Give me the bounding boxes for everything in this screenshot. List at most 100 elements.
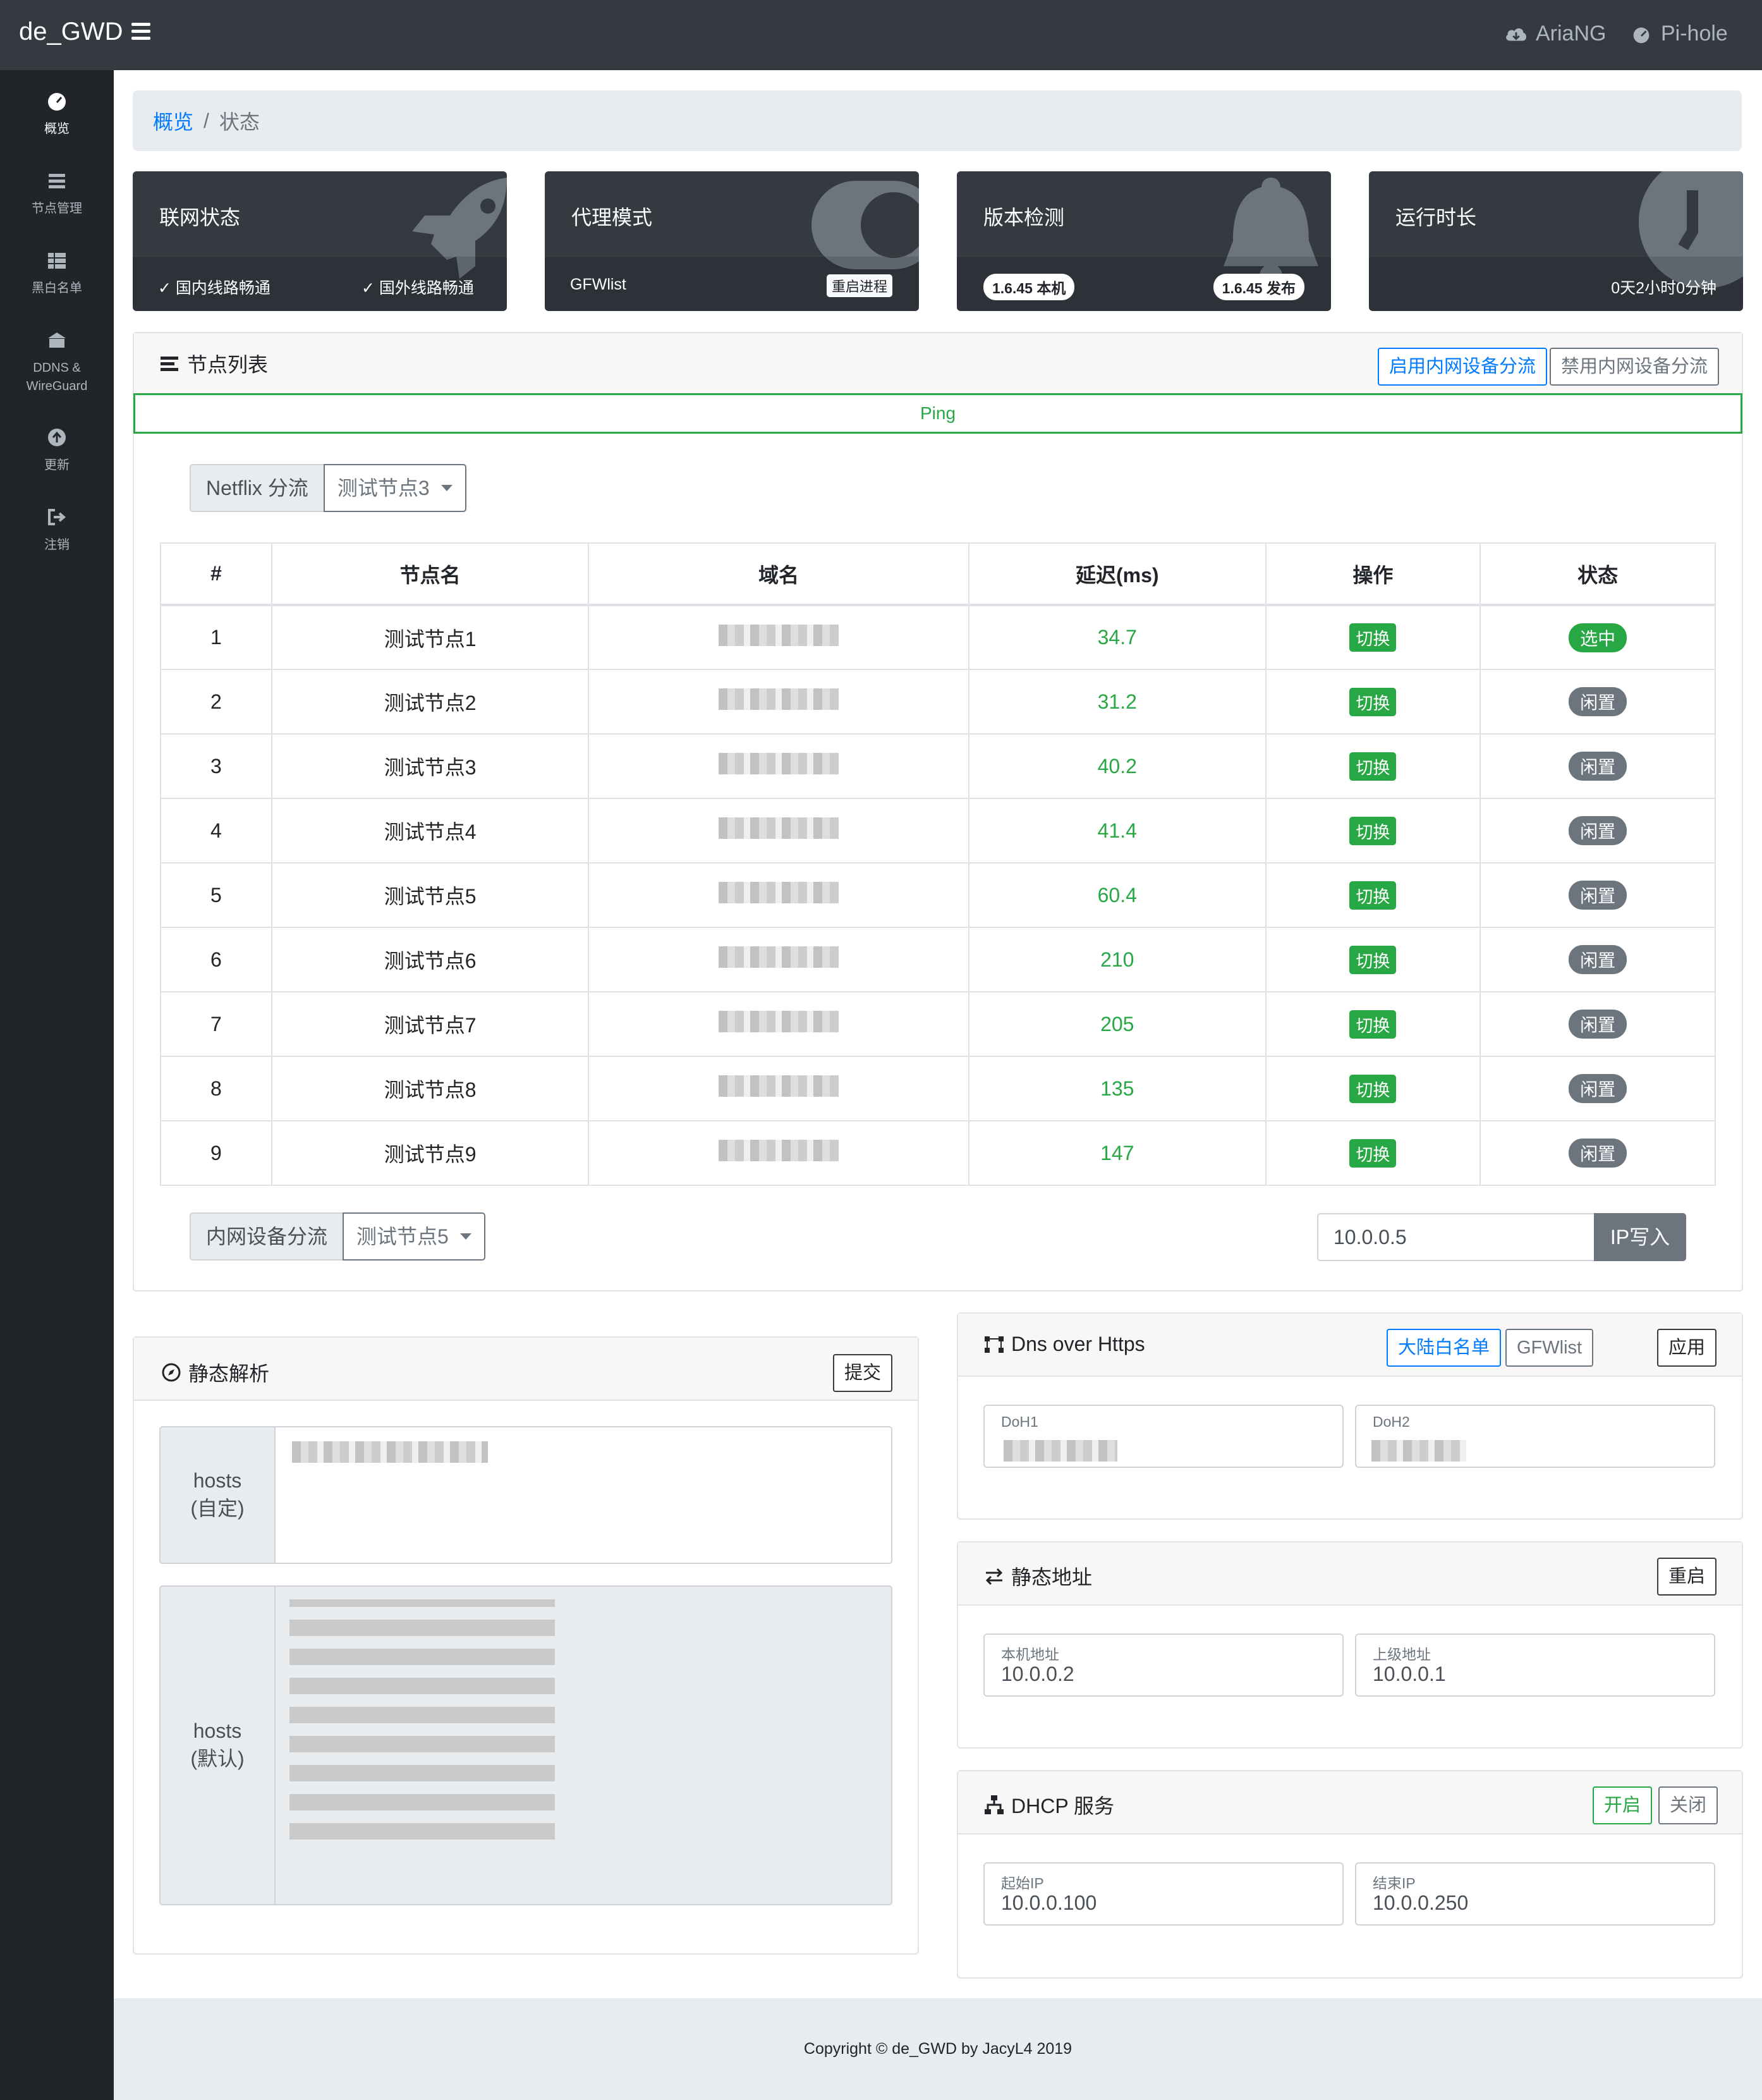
blurred-domain (719, 1140, 839, 1161)
node-latency: 147 (968, 1120, 1267, 1186)
menu-toggle-icon[interactable] (131, 23, 150, 40)
sidebar-item-label: 节点管理 (32, 202, 82, 216)
node-domain (588, 991, 969, 1057)
select-value: 测试节点5 (356, 1225, 449, 1248)
doh2-field[interactable]: DoH2 (1355, 1405, 1715, 1468)
ip-write-button[interactable]: IP写入 (1594, 1213, 1686, 1261)
pihole-link[interactable]: Pi-hole (1629, 21, 1728, 46)
switch-node-button[interactable]: 切换 (1349, 1139, 1397, 1168)
field-label: DoH2 (1373, 1413, 1410, 1430)
dhcp-on-button[interactable]: 开启 (1593, 1786, 1653, 1824)
sidebar-item-blackwhite[interactable]: 黑白名单 (0, 250, 114, 298)
panel-title-text: 节点列表 (187, 353, 269, 376)
blurred-domain (719, 688, 839, 710)
sidebar-item-ddns[interactable]: DDNS & WireGuard (0, 329, 114, 396)
dhcp-start-field[interactable]: 起始IP 10.0.0.100 (983, 1862, 1344, 1926)
static-address-panel (957, 1541, 1743, 1749)
status-badge: 闲置 (1569, 687, 1627, 716)
node-name: 测试节点3 (270, 733, 590, 799)
switch-node-button[interactable]: 切换 (1349, 687, 1397, 716)
column-header: 状态 (1479, 542, 1716, 606)
sidebar-item-nodes[interactable]: 节点管理 (0, 170, 114, 218)
node-action: 切换 (1265, 862, 1481, 928)
dhcp-end-field[interactable]: 结束IP 10.0.0.250 (1355, 1862, 1715, 1926)
node-domain (588, 733, 969, 799)
switch-node-button[interactable]: 切换 (1349, 752, 1397, 781)
gfwlist-button[interactable]: GFWlist (1505, 1329, 1594, 1367)
node-name: 测试节点8 (270, 1056, 590, 1121)
apply-button[interactable]: 应用 (1657, 1329, 1717, 1367)
status-badge: 闲置 (1569, 1074, 1627, 1103)
panel-title-text: 静态解析 (188, 1362, 270, 1385)
node-status: 选中 (1479, 604, 1716, 670)
version-check-card: 版本检测 1.6.45 本机 1.6.45 发布 (957, 171, 1331, 311)
brand-title[interactable]: de_GWD (19, 18, 123, 46)
arrow-up-circle-icon (48, 429, 66, 446)
list-icon (49, 174, 65, 188)
lan-node-select[interactable]: 测试节点5 (343, 1212, 485, 1261)
node-list-title: 节点列表 (159, 349, 268, 378)
doh1-field[interactable]: DoH1 (983, 1405, 1344, 1468)
blurred-domain (719, 882, 839, 903)
node-name: 测试节点2 (270, 669, 590, 735)
lan-split-group: 内网设备分流 测试节点5 (190, 1212, 485, 1261)
status-badge: 闲置 (1569, 1010, 1627, 1039)
node-action: 切换 (1265, 604, 1481, 670)
ip-input[interactable]: 10.0.0.5 (1317, 1213, 1595, 1261)
column-header: 操作 (1265, 542, 1481, 606)
enable-lan-split-button[interactable]: 启用内网设备分流 (1378, 348, 1548, 386)
switch-node-button[interactable]: 切换 (1349, 945, 1397, 974)
node-domain (588, 927, 969, 992)
node-latency: 34.7 (968, 604, 1267, 670)
node-number: 3 (160, 733, 272, 799)
node-latency: 31.2 (968, 669, 1267, 735)
sidebar-item-update[interactable]: 更新 (0, 427, 114, 475)
switch-node-button[interactable]: 切换 (1349, 1010, 1397, 1039)
top-navbar: de_GWD AriaNG Pi-hole (0, 0, 1762, 70)
field-label: 本机地址 (1001, 1646, 1059, 1663)
ping-button[interactable]: Ping (133, 393, 1742, 434)
local-address-field[interactable]: 本机地址 10.0.0.2 (983, 1633, 1344, 1697)
node-latency: 205 (968, 991, 1267, 1057)
restart-process-button[interactable]: 重启进程 (826, 274, 892, 297)
node-number: 1 (160, 604, 272, 670)
release-version-badge: 1.6.45 发布 (1213, 274, 1304, 300)
sidebar-item-overview[interactable]: 概览 (0, 90, 114, 138)
node-number: 5 (160, 862, 272, 928)
hosts-custom-textarea[interactable] (274, 1426, 892, 1564)
table-row: 1 测试节点1 34.7 切换 选中 (160, 604, 1716, 670)
proxy-mode-value: GFWlist (570, 276, 626, 293)
table-row: 5 测试节点5 60.4 切换 闲置 (160, 862, 1716, 928)
switch-node-button[interactable]: 切换 (1349, 816, 1397, 845)
node-latency: 60.4 (968, 862, 1267, 928)
dashboard-icon (48, 93, 66, 111)
table-row: 7 测试节点7 205 切换 闲置 (160, 991, 1716, 1057)
select-value: 测试节点3 (337, 477, 430, 499)
field-value: 10.0.0.1 (1373, 1663, 1446, 1685)
blurred-domain (719, 817, 839, 839)
field-value: 10.0.0.2 (1001, 1663, 1074, 1685)
field-label: 上级地址 (1373, 1646, 1431, 1663)
ariang-link[interactable]: AriaNG (1504, 21, 1606, 46)
upstream-address-field[interactable]: 上级地址 10.0.0.1 (1355, 1633, 1715, 1697)
hosts-default-textarea[interactable] (274, 1585, 892, 1905)
switch-node-button[interactable]: 切换 (1349, 623, 1397, 652)
disable-lan-split-button[interactable]: 禁用内网设备分流 (1550, 348, 1720, 386)
sidebar-item-logout[interactable]: 注销 (0, 506, 114, 554)
china-whitelist-button[interactable]: 大陆白名单 (1387, 1329, 1502, 1367)
netflix-node-select[interactable]: 测试节点3 (323, 464, 466, 512)
submit-button[interactable]: 提交 (833, 1354, 893, 1392)
restart-button[interactable]: 重启 (1657, 1558, 1717, 1596)
node-table: # 节点名 域名 延迟(ms) 操作 状态 1 测试节点1 34.7 切换 选中… (160, 542, 1716, 1186)
breadcrumb-home-link[interactable]: 概览 (153, 111, 194, 133)
blurred-domain (719, 946, 839, 968)
column-header: 节点名 (270, 542, 590, 606)
node-name: 测试节点5 (270, 862, 590, 928)
switch-node-button[interactable]: 切换 (1349, 1074, 1397, 1103)
node-status: 闲置 (1479, 927, 1716, 992)
toggle-icon (811, 181, 919, 269)
switch-node-button[interactable]: 切换 (1349, 881, 1397, 910)
hosts-label-line1: hosts (193, 1468, 242, 1492)
node-domain (588, 1120, 969, 1186)
dhcp-off-button[interactable]: 关闭 (1658, 1786, 1718, 1824)
